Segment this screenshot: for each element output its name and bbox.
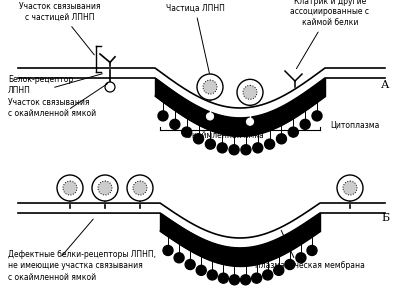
Circle shape [229,145,239,155]
Circle shape [57,175,83,201]
Circle shape [205,139,215,149]
Circle shape [246,118,254,125]
Circle shape [127,175,153,201]
Text: Окаймленная ямка: Окаймленная ямка [186,131,264,141]
Circle shape [343,181,357,195]
Text: Участок связывания
с окаймленной ямкой: Участок связывания с окаймленной ямкой [8,98,96,118]
Text: Цитоплазма: Цитоплазма [330,120,380,130]
Circle shape [174,253,184,263]
Circle shape [92,175,118,201]
Circle shape [133,181,147,195]
Circle shape [206,113,214,120]
Circle shape [300,119,310,129]
Circle shape [158,111,168,121]
Circle shape [196,265,206,275]
Text: Плазматическая мембрана: Плазматическая мембрана [255,261,365,271]
Circle shape [241,145,251,155]
Circle shape [98,181,112,195]
Circle shape [203,80,217,94]
Circle shape [182,127,192,137]
Circle shape [253,143,263,153]
Circle shape [230,275,240,285]
Circle shape [263,270,273,280]
Text: Клатрик и другие
ассоциированные с
каймой белки: Клатрик и другие ассоциированные с каймо… [290,0,370,69]
Circle shape [207,270,217,280]
Text: Дефектные белки-рецепторы ЛПНП,
не имеющие участка связывания
с окаймленной ямко: Дефектные белки-рецепторы ЛПНП, не имеющ… [8,250,156,282]
Circle shape [337,175,363,201]
Circle shape [312,111,322,121]
Circle shape [170,119,180,129]
Circle shape [218,273,228,283]
Circle shape [105,82,115,92]
Circle shape [237,79,263,105]
Circle shape [274,265,284,275]
Circle shape [163,245,173,255]
Circle shape [307,245,317,255]
Text: А: А [381,80,389,90]
Circle shape [296,253,306,263]
Circle shape [243,85,257,99]
Circle shape [63,181,77,195]
Circle shape [285,260,295,270]
Circle shape [197,74,223,100]
Text: Белок-рецептор
ЛПНП: Белок-рецептор ЛПНП [8,75,73,95]
Circle shape [252,273,262,283]
Circle shape [288,127,298,137]
Circle shape [240,275,250,285]
Circle shape [217,143,227,153]
Text: Участок связывания
с частицей ЛПНП: Участок связывания с частицей ЛПНП [19,2,101,55]
Circle shape [276,134,286,144]
Circle shape [194,134,204,144]
Circle shape [185,260,195,270]
Text: Частица ЛПНП: Частица ЛПНП [166,4,224,73]
Text: Б: Б [381,213,389,223]
Circle shape [265,139,275,149]
